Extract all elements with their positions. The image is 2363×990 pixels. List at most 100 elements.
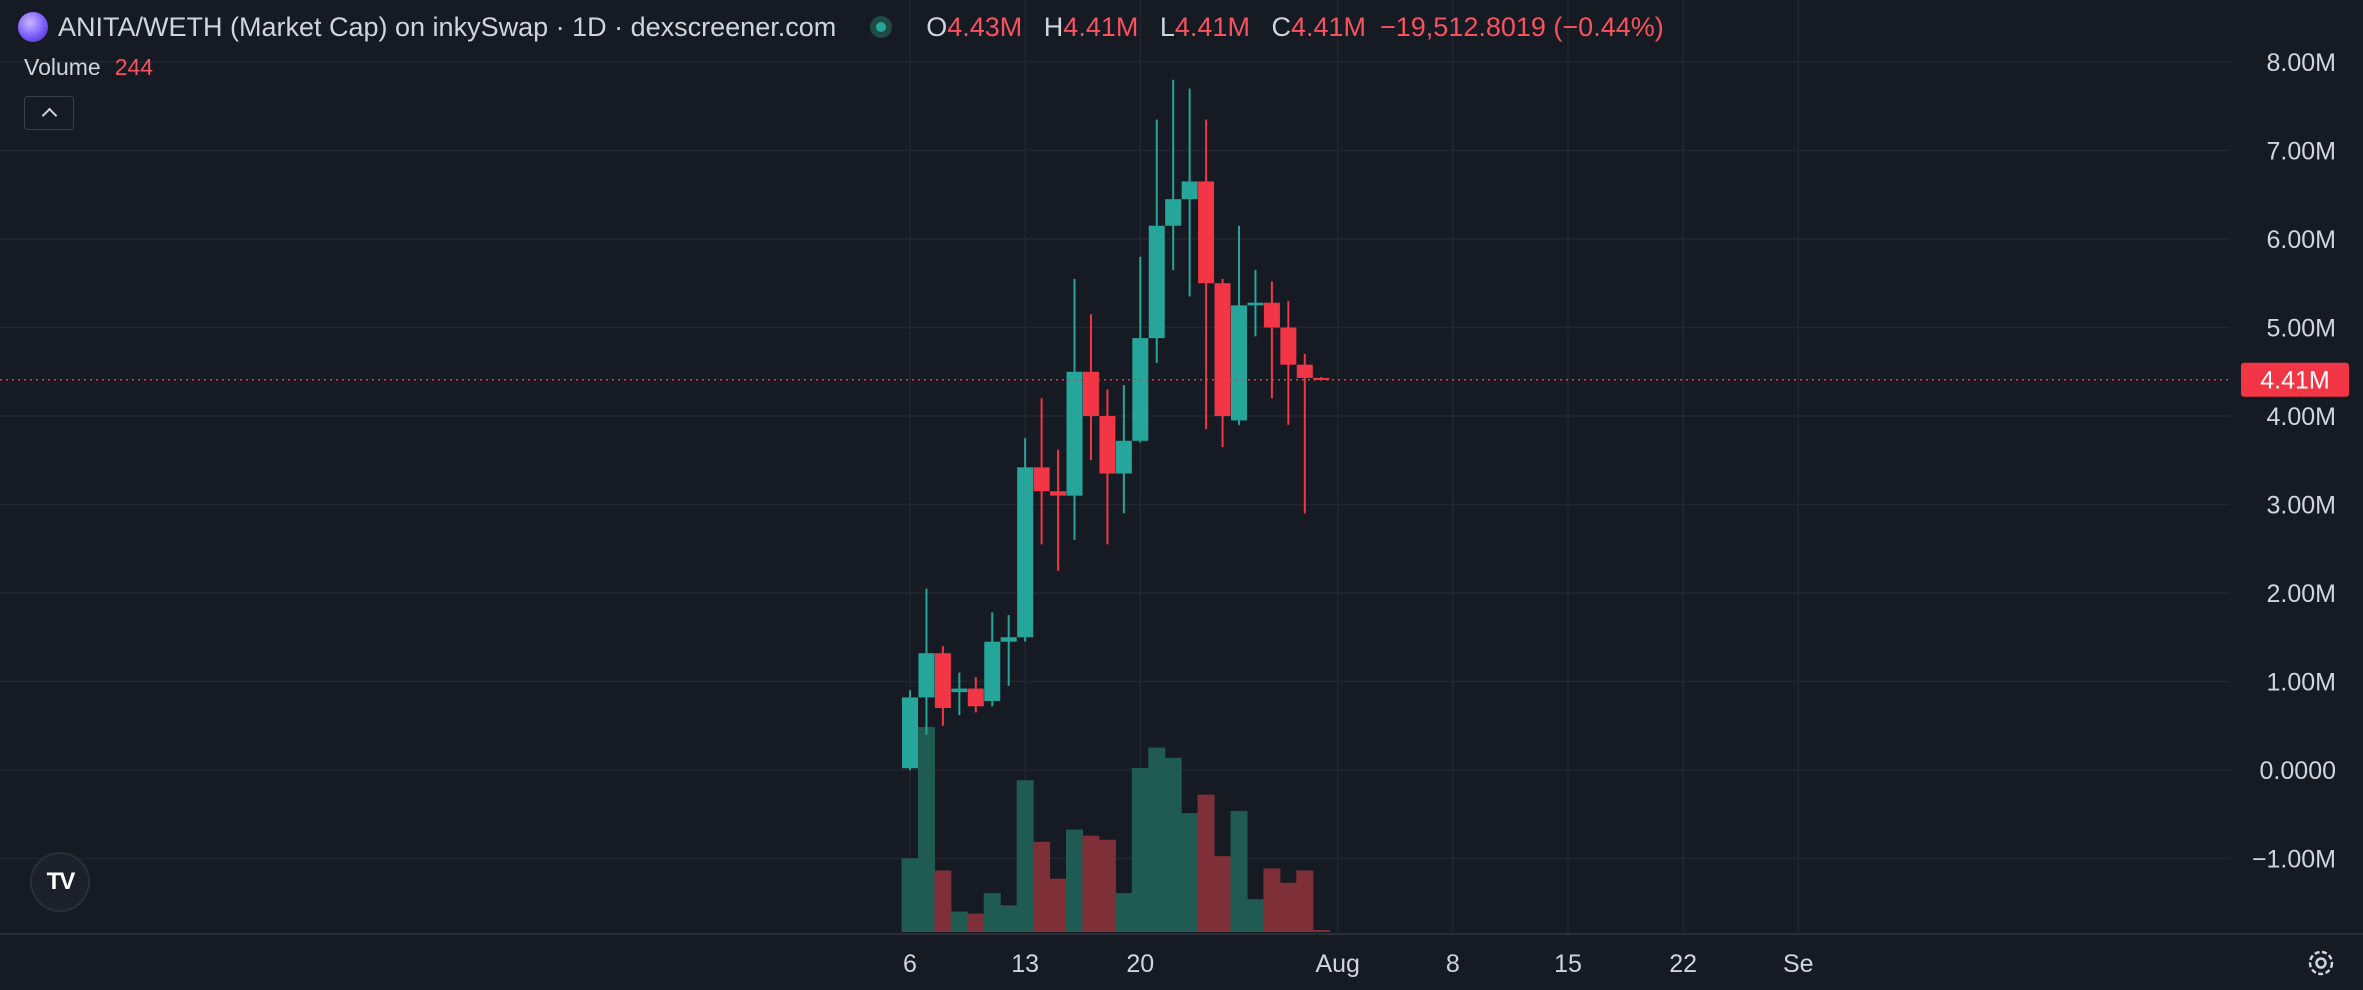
- volume-bar: [1197, 794, 1215, 932]
- last-price-badge: 4.41M: [2241, 362, 2349, 397]
- candle-body: [1099, 416, 1116, 474]
- candle[interactable]: [902, 690, 918, 770]
- y-axis: 8.00M 7.00M 6.00M 5.00M 4.00M 3.00M 2.00M 1.00M…: [2252, 49, 2336, 874]
- x-axis: 6 13 20 Aug 8 15 22 Se: [903, 950, 1814, 978]
- candle-body: [984, 641, 1001, 701]
- volume-bar: [1115, 893, 1133, 932]
- candle[interactable]: [1099, 389, 1116, 545]
- candle[interactable]: [1132, 256, 1149, 443]
- candle-body: [1017, 467, 1034, 638]
- candle-body: [1033, 467, 1050, 492]
- chevron-up-icon: [41, 107, 57, 124]
- close-value: 4.41M: [1290, 11, 1366, 42]
- candle[interactable]: [951, 672, 968, 716]
- volume-bar: [1296, 870, 1314, 932]
- ohlc-values: O4.43M H4.41M L4.41M C4.41M: [926, 11, 1366, 42]
- candle-body: [951, 688, 968, 693]
- chart-title: ANITA/WETH (Market Cap) on inkySwap · 1D…: [58, 11, 837, 42]
- y-tick-label: 4.00M: [2267, 403, 2336, 431]
- candle[interactable]: [1263, 281, 1280, 399]
- volume-bar: [934, 870, 952, 932]
- x-tick-label: 6: [903, 950, 917, 978]
- x-tick-label: 15: [1554, 950, 1582, 978]
- x-tick-label: 8: [1446, 950, 1460, 978]
- y-tick-label: 7.00M: [2267, 138, 2336, 166]
- y-tick-label: 0.0000: [2260, 757, 2336, 785]
- candle-body: [1231, 305, 1247, 421]
- candle[interactable]: [1000, 615, 1017, 686]
- candle[interactable]: [1296, 354, 1313, 514]
- svg-text:4.41M: 4.41M: [2260, 367, 2329, 395]
- candle[interactable]: [1148, 119, 1165, 363]
- volume-bar: [1181, 813, 1199, 932]
- volume-bar: [1098, 839, 1116, 932]
- open-value: 4.43M: [947, 11, 1023, 42]
- live-status-icon: [870, 16, 893, 38]
- y-tick-label: 6.00M: [2267, 226, 2336, 254]
- candle-body: [1115, 440, 1132, 474]
- candle-body: [1280, 327, 1297, 365]
- x-tick-label: 20: [1126, 950, 1154, 978]
- volume-bar: [1016, 780, 1034, 932]
- candle-body: [1247, 302, 1264, 306]
- candle-body: [1313, 377, 1330, 380]
- candle[interactable]: [1033, 398, 1050, 545]
- candles: [902, 79, 1330, 770]
- candle-body: [1082, 371, 1099, 416]
- candle-body: [1000, 637, 1017, 642]
- volume-bar: [1066, 829, 1083, 932]
- candle[interactable]: [984, 612, 1001, 707]
- candle[interactable]: [1115, 385, 1132, 514]
- candle[interactable]: [1050, 449, 1067, 571]
- candle[interactable]: [934, 646, 951, 726]
- y-tick-label: 3.00M: [2267, 492, 2336, 520]
- volume-bar: [1230, 811, 1248, 932]
- candle[interactable]: [1181, 88, 1198, 297]
- candle-body: [902, 697, 918, 769]
- candle[interactable]: [918, 588, 935, 735]
- volume-bar: [1033, 841, 1051, 932]
- volume-bar: [967, 913, 985, 932]
- candle[interactable]: [1280, 300, 1297, 425]
- x-tick-label: 13: [1011, 950, 1039, 978]
- volume-bar: [1082, 835, 1100, 932]
- y-tick-label: 1.00M: [2267, 669, 2336, 697]
- x-tick-label: Se: [1783, 950, 1814, 978]
- candle[interactable]: [1082, 314, 1099, 461]
- candle[interactable]: [1165, 79, 1182, 270]
- volume-bar: [1164, 757, 1182, 932]
- candle-body: [1198, 181, 1215, 284]
- candle-body: [967, 688, 984, 707]
- volume-bar: [1279, 882, 1297, 932]
- candle[interactable]: [1247, 269, 1264, 337]
- candle-body: [1263, 302, 1280, 328]
- y-tick-label: 2.00M: [2267, 580, 2336, 608]
- candle-body: [1181, 181, 1198, 200]
- volume-bar: [1246, 899, 1264, 932]
- volume-bar: [1131, 768, 1149, 932]
- y-tick-label: 5.00M: [2267, 315, 2336, 343]
- volume-bar: [1312, 929, 1330, 932]
- candle-body: [1148, 225, 1165, 339]
- tradingview-logo[interactable]: TV: [30, 852, 90, 912]
- candle[interactable]: [1066, 278, 1083, 540]
- candle[interactable]: [1231, 225, 1247, 425]
- low-value: 4.41M: [1174, 11, 1250, 42]
- gear-icon: [2308, 950, 2334, 976]
- token-icon: [18, 12, 48, 42]
- volume-bar: [1263, 868, 1281, 932]
- candle[interactable]: [1198, 119, 1215, 430]
- volume-bar: [1148, 747, 1166, 932]
- candle[interactable]: [1214, 278, 1231, 447]
- collapse-legend-button[interactable]: [24, 96, 74, 130]
- candle[interactable]: [1017, 438, 1034, 642]
- candle[interactable]: [967, 677, 984, 713]
- candle-body: [1165, 199, 1182, 226]
- chart-legend: ANITA/WETH (Market Cap) on inkySwap · 1D…: [18, 10, 1664, 44]
- price-change: −19,512.8019 (−0.44%): [1380, 11, 1664, 42]
- candle-body: [1132, 338, 1149, 441]
- x-tick-label: Aug: [1315, 950, 1359, 978]
- chart-settings-button[interactable]: [2304, 946, 2338, 980]
- volume-bars: [901, 727, 1330, 932]
